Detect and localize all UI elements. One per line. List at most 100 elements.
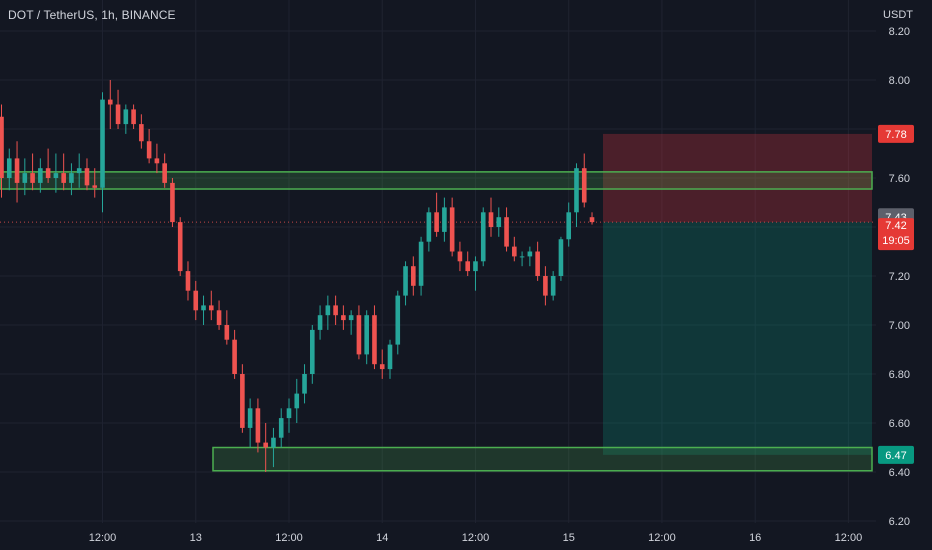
price-tick-label: 7.00: [889, 320, 910, 332]
candle-body: [0, 116, 4, 178]
time-tick-label: 15: [563, 532, 575, 544]
candle-body: [255, 408, 261, 443]
candle-body: [535, 251, 540, 276]
candle-body: [224, 325, 230, 340]
candle-body: [364, 315, 369, 355]
candle-body: [162, 163, 167, 183]
candle-body: [107, 99, 113, 105]
candle-body: [442, 207, 447, 232]
candle-body: [395, 295, 401, 345]
current-price-label: 7.42: [885, 220, 906, 232]
candle-body: [131, 109, 136, 125]
candle-body: [177, 222, 183, 272]
candle-body: [457, 251, 463, 262]
candle-body: [22, 173, 28, 183]
candle-body: [30, 173, 35, 183]
position-reward-zone: [603, 222, 872, 455]
candle-body: [92, 185, 98, 188]
price-axis-currency: USDT: [883, 9, 913, 21]
price-tick-label: 8.20: [889, 26, 910, 38]
time-tick-label: 14: [376, 532, 388, 544]
candle-body: [123, 109, 129, 125]
time-tick-label: 12:00: [462, 532, 490, 544]
candle-body: [216, 310, 222, 325]
candle-body: [473, 261, 478, 272]
candle-body: [379, 364, 385, 370]
candle-body: [201, 305, 206, 311]
candle-body: [403, 266, 408, 296]
candle-body: [61, 173, 66, 183]
candle-body: [325, 305, 331, 316]
candle-body: [341, 315, 346, 321]
candle-body: [100, 99, 105, 188]
candle-body: [6, 158, 12, 178]
price-tick-label: 6.80: [889, 369, 910, 381]
candle-body: [465, 261, 470, 272]
candle-body: [247, 408, 253, 428]
time-tick-label: 12:00: [648, 532, 676, 544]
candle-body: [434, 212, 439, 232]
candle-body: [426, 212, 432, 242]
candle-body: [154, 158, 160, 164]
price-tick-label: 8.00: [889, 75, 910, 87]
candle-body: [185, 271, 191, 291]
stop-price-label: 7.78: [885, 129, 906, 141]
price-tick-label: 6.20: [889, 516, 910, 528]
candle-body: [496, 217, 502, 227]
candle-body: [170, 182, 175, 223]
time-tick-label: 16: [749, 532, 761, 544]
candle-body: [240, 374, 245, 428]
candle-body: [348, 315, 354, 321]
candle-body: [69, 173, 74, 183]
candle-body: [512, 246, 517, 257]
candle-body: [589, 217, 595, 223]
candle-body: [418, 241, 424, 286]
target-price-label: 6.47: [885, 450, 906, 462]
price-tick-label: 6.40: [889, 467, 910, 479]
candle-body: [115, 104, 121, 125]
candle-body: [504, 217, 509, 247]
support-zone[interactable]: [212, 446, 873, 472]
candle-body: [566, 212, 572, 240]
candle-body: [232, 339, 237, 374]
candle-body: [372, 315, 377, 365]
candle-body: [317, 315, 323, 330]
price-tick-label: 7.60: [889, 173, 910, 185]
bar-countdown-label: 19:05: [882, 235, 910, 247]
candle-body: [139, 124, 144, 142]
candle-body: [449, 207, 455, 252]
time-tick-label: 13: [190, 532, 202, 544]
price-tick-label: 7.20: [889, 271, 910, 283]
candle-body: [14, 158, 20, 183]
candle-body: [527, 251, 533, 257]
price-tick-label: 6.60: [889, 418, 910, 430]
candle-body: [387, 344, 393, 370]
candle-body: [53, 173, 59, 178]
current-price-label-bg: [878, 218, 914, 251]
candle-body: [263, 442, 268, 448]
candle-body: [488, 212, 494, 227]
candle-body: [278, 418, 284, 438]
target-price-label-bg: [878, 445, 914, 464]
candle-body: [558, 239, 564, 276]
candle-body: [550, 276, 556, 296]
stop-price-label-bg: [878, 124, 914, 143]
candle-body: [302, 374, 307, 394]
candle-body: [84, 168, 90, 186]
candle-body: [38, 168, 43, 183]
chart-title: DOT / TetherUS, 1h, BINANCE: [8, 8, 176, 22]
candle-body: [146, 141, 152, 159]
candle-body: [356, 315, 362, 355]
time-tick-label: 12:00: [275, 532, 303, 544]
candle-body: [45, 168, 51, 178]
candle-body: [480, 212, 486, 262]
candle-body: [294, 393, 300, 409]
candle-body: [333, 305, 338, 316]
candle-body: [543, 276, 548, 296]
candle-body: [271, 437, 276, 448]
resistance-zone[interactable]: [0, 171, 873, 190]
candle-body: [76, 168, 82, 174]
candle-body: [310, 329, 315, 374]
candle-body: [581, 168, 587, 203]
